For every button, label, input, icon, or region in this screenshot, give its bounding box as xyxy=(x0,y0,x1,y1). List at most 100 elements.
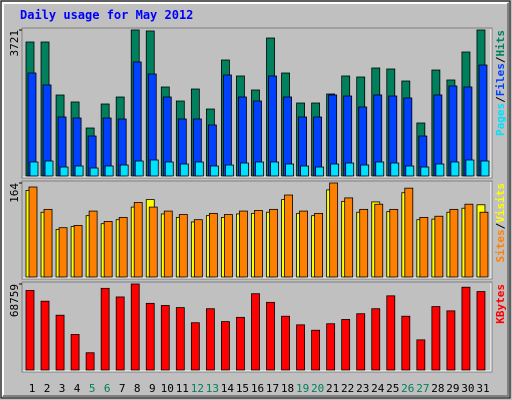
bar xyxy=(374,203,384,278)
bar xyxy=(223,74,232,177)
x-tick-label: 22 xyxy=(341,382,354,395)
bar xyxy=(115,296,125,371)
bar xyxy=(160,305,170,371)
x-tick-label: 26 xyxy=(401,382,414,395)
bar xyxy=(420,166,430,177)
bar xyxy=(58,227,68,278)
bar xyxy=(478,64,488,177)
x-tick-label: 24 xyxy=(371,382,385,395)
bar xyxy=(360,164,370,177)
x-tick-label: 5 xyxy=(89,382,96,395)
bar xyxy=(330,163,340,177)
bar xyxy=(240,162,249,177)
x-tick-label: 16 xyxy=(251,382,264,395)
bar xyxy=(119,164,129,177)
bar xyxy=(40,300,50,371)
bar xyxy=(179,163,189,177)
bar xyxy=(270,161,279,177)
bar xyxy=(434,215,444,278)
x-tick-label: 6 xyxy=(104,382,111,395)
bar xyxy=(341,319,351,371)
bar xyxy=(344,197,354,278)
bar xyxy=(74,165,84,177)
bar xyxy=(386,295,396,371)
bar xyxy=(401,315,411,371)
legend-separator: / xyxy=(494,222,507,229)
x-tick-label: 17 xyxy=(266,382,279,395)
bar xyxy=(345,162,355,177)
bar xyxy=(43,208,53,278)
bar xyxy=(103,221,113,278)
x-tick-label: 25 xyxy=(386,382,399,395)
bar xyxy=(208,212,218,278)
bar xyxy=(133,202,143,278)
panel-bevel xyxy=(23,283,492,372)
x-tick-label: 12 xyxy=(191,382,204,395)
x-tick-label: 1 xyxy=(29,382,36,395)
bar xyxy=(480,160,490,177)
bar xyxy=(435,163,445,177)
panel-bevel xyxy=(23,182,492,279)
bar xyxy=(163,210,173,278)
x-tick-label: 14 xyxy=(221,382,235,395)
bar xyxy=(431,306,441,371)
x-tick-label: 18 xyxy=(281,382,294,395)
bar xyxy=(314,212,324,278)
legend-entry: Files xyxy=(494,63,507,96)
legend: Sites/Visits xyxy=(494,183,507,263)
bar xyxy=(148,206,158,278)
bar xyxy=(178,214,188,278)
bar xyxy=(404,187,414,278)
bar xyxy=(446,310,456,371)
x-tick-label: 29 xyxy=(446,382,459,395)
bar xyxy=(300,165,309,177)
panel-bevel xyxy=(23,29,492,178)
bar xyxy=(405,165,415,177)
bar xyxy=(175,307,185,371)
legend-entry: Sites xyxy=(494,229,507,262)
x-tick-label: 7 xyxy=(119,382,126,395)
bar xyxy=(284,194,293,278)
bar xyxy=(299,210,308,278)
bar xyxy=(59,166,69,177)
bar xyxy=(194,161,204,177)
bar xyxy=(100,287,110,371)
bar xyxy=(416,339,426,371)
bar xyxy=(329,182,339,278)
bar xyxy=(44,160,54,177)
legend: KBytes xyxy=(494,284,507,324)
bar xyxy=(70,334,80,371)
x-tick-label: 21 xyxy=(326,382,339,395)
bar xyxy=(315,166,325,177)
x-tick-label: 3 xyxy=(59,382,66,395)
x-tick-label: 10 xyxy=(161,382,174,395)
bar xyxy=(88,210,98,278)
x-tick-label: 19 xyxy=(296,382,309,395)
legend-separator: / xyxy=(494,96,507,103)
bar xyxy=(193,219,203,278)
x-tick-label: 15 xyxy=(236,382,249,395)
legend-entry: Pages xyxy=(494,103,507,136)
bar xyxy=(89,167,99,177)
bar xyxy=(419,216,429,278)
x-tick-label: 28 xyxy=(431,382,444,395)
bar xyxy=(190,322,200,371)
bar xyxy=(236,316,245,371)
y-tick-label: 164 xyxy=(8,183,21,203)
bar xyxy=(465,159,475,177)
bar xyxy=(375,161,385,177)
x-tick-label: 11 xyxy=(176,382,189,395)
bar xyxy=(145,302,155,371)
bar xyxy=(29,161,39,177)
bar xyxy=(285,163,294,177)
bar xyxy=(149,159,159,177)
bar xyxy=(449,208,459,278)
bar xyxy=(356,313,366,371)
x-tick-label: 31 xyxy=(476,382,489,395)
bar xyxy=(371,308,381,371)
bar xyxy=(281,315,290,371)
bevel-dark xyxy=(3,3,509,397)
bar xyxy=(25,290,35,371)
y-tick-label: 68759 xyxy=(8,284,21,317)
